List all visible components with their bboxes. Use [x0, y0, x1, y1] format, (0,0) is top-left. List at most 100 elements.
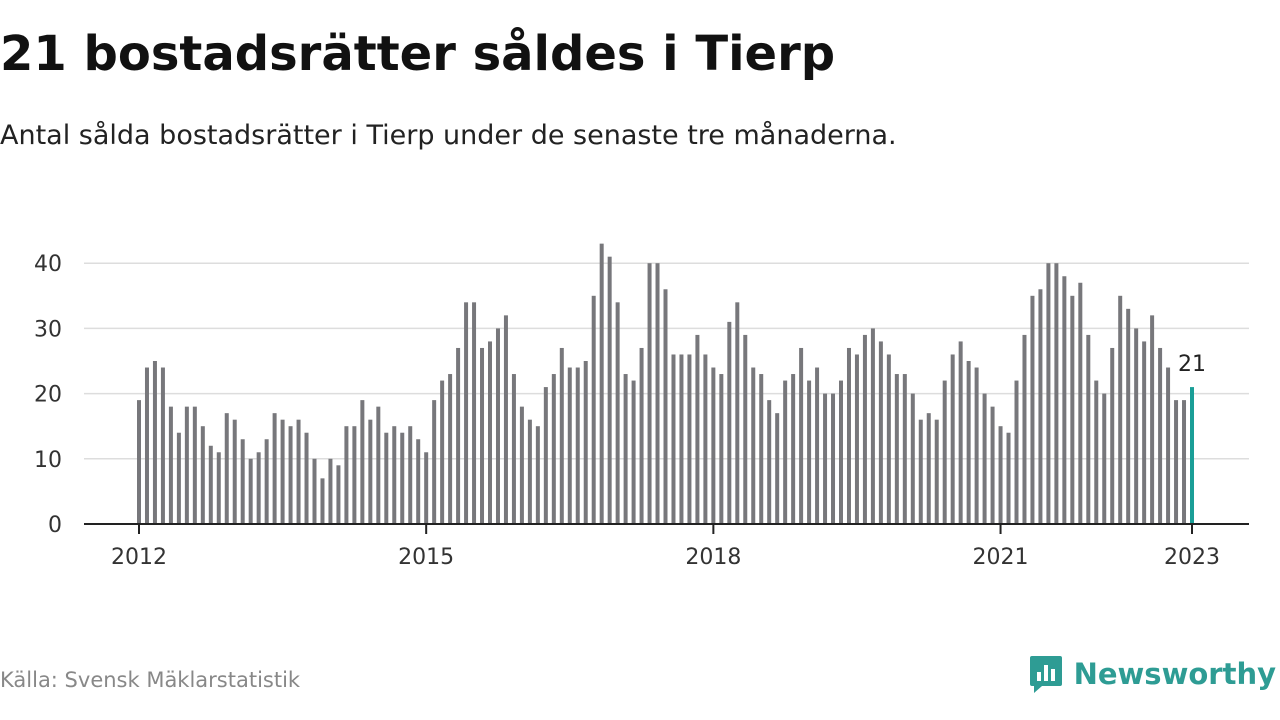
bar: [408, 426, 413, 524]
bar: [1014, 380, 1019, 524]
bar: [368, 419, 373, 524]
bar: [575, 367, 580, 524]
bar: [360, 400, 365, 524]
bar: [1142, 341, 1147, 524]
bar: [152, 361, 157, 524]
bar: [1030, 295, 1035, 524]
x-axis-ticks: 2012 2015 2018 2021 2023: [111, 524, 1220, 570]
bar: [1126, 308, 1131, 524]
annotations: 21: [1178, 352, 1206, 377]
bar: [647, 263, 652, 524]
bar: [926, 413, 931, 524]
bar: [655, 263, 660, 524]
bar: [775, 413, 780, 524]
bar: [607, 256, 612, 524]
bar: [456, 347, 461, 524]
bar: [615, 302, 620, 524]
bar-highlight: [1190, 387, 1194, 524]
bar: [480, 347, 485, 524]
bar: [854, 354, 859, 524]
y-tick-label: 0: [48, 513, 62, 538]
bar: [256, 452, 261, 524]
bar: [376, 406, 381, 524]
bar: [886, 354, 891, 524]
bar: [599, 243, 604, 524]
bar: [743, 334, 748, 524]
bar: [631, 380, 636, 524]
bar: [583, 361, 588, 524]
bar: [1166, 367, 1171, 524]
bar: [671, 354, 676, 524]
bar: [160, 367, 165, 524]
bar: [352, 426, 357, 524]
bar: [280, 419, 285, 524]
bar: [495, 328, 500, 524]
y-axis-ticks: 0 10 20 30 40: [34, 252, 62, 538]
bar: [1134, 328, 1139, 524]
bar: [982, 393, 987, 524]
y-tick-label: 40: [34, 252, 62, 277]
bar: [966, 361, 971, 524]
bar: [424, 452, 429, 524]
bar: [950, 354, 955, 524]
bar: [384, 432, 389, 524]
bar: [144, 367, 149, 524]
bar: [440, 380, 445, 524]
bar: [831, 393, 836, 524]
bar: [503, 315, 508, 524]
bar: [839, 380, 843, 524]
x-tick-label: 2023: [1164, 545, 1220, 570]
bar: [320, 478, 325, 524]
bar: [910, 393, 915, 524]
x-tick-label: 2015: [398, 545, 454, 570]
bar: [791, 374, 796, 524]
bar: [432, 400, 437, 524]
bar: [902, 374, 907, 524]
y-tick-label: 10: [34, 448, 62, 473]
bar: [288, 426, 293, 524]
bar: [1022, 334, 1027, 524]
bar: [176, 432, 181, 524]
bar: [711, 367, 716, 524]
bar: [488, 341, 492, 524]
bar: [862, 334, 867, 524]
bar: [137, 400, 141, 524]
bar: [591, 295, 596, 524]
bar: [248, 458, 253, 524]
bar: [535, 426, 540, 524]
bar: [472, 302, 477, 524]
bar: [918, 419, 923, 524]
bar: [695, 334, 700, 524]
newsworthy-logo-icon: [1029, 656, 1062, 693]
bar: [719, 374, 724, 524]
x-tick-label: 2012: [111, 545, 167, 570]
bar: [823, 393, 828, 524]
bar: [815, 367, 820, 524]
bar: [464, 302, 469, 524]
x-tick-label: 2021: [973, 545, 1029, 570]
bar: [703, 354, 708, 524]
bar: [312, 458, 317, 524]
bar: [1110, 347, 1115, 524]
bar: [870, 328, 875, 524]
page-title: 21 bostadsrätter såldes i Tierp: [0, 26, 836, 82]
bar: [727, 321, 732, 524]
bar: [751, 367, 756, 524]
bar: [448, 374, 453, 524]
brand-name: Newsworthy: [1073, 657, 1276, 691]
x-tick-label: 2018: [685, 545, 741, 570]
bar: [807, 380, 812, 524]
bar: [878, 341, 883, 524]
bar: [200, 426, 205, 524]
bar: [639, 347, 644, 524]
bar: [264, 439, 269, 524]
bar: [511, 374, 516, 524]
bar: [1158, 347, 1163, 524]
bar: [1062, 276, 1067, 524]
bar: [958, 341, 963, 524]
bar: [272, 413, 277, 524]
bar: [1054, 263, 1059, 524]
bar: [519, 406, 524, 524]
bar: [296, 419, 301, 524]
